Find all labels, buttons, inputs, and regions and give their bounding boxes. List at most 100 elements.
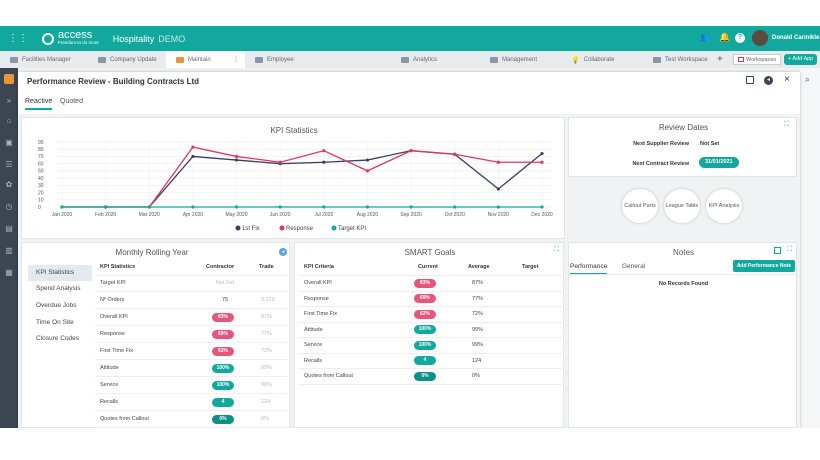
close-icon[interactable]: × <box>784 74 790 85</box>
maintain-app-icon[interactable] <box>4 74 14 84</box>
search-icon[interactable]: ⌕ <box>805 74 811 84</box>
legend-label[interactable]: Response <box>286 226 314 232</box>
data-point[interactable] <box>322 160 326 164</box>
folder-icon <box>255 56 263 63</box>
modal-body: KPI Statistics 0 10 20 30 40 50 60 70 80 90 Jan 20… <box>18 114 800 428</box>
data-point[interactable] <box>365 158 370 162</box>
data-point[interactable] <box>322 205 326 209</box>
apps-grid-icon[interactable]: ⋮⋮ <box>8 33 28 44</box>
data-point[interactable] <box>540 160 544 164</box>
data-point[interactable] <box>540 151 544 156</box>
help-icon[interactable]: ? <box>735 33 745 43</box>
data-point[interactable] <box>365 205 370 209</box>
data-point[interactable] <box>191 145 195 149</box>
tab-menu-icon[interactable]: ⋮ <box>233 57 239 63</box>
data-point[interactable] <box>104 205 108 209</box>
x-tick-label: May 2020 <box>226 212 248 218</box>
data-point[interactable] <box>496 187 500 191</box>
users-icon[interactable]: ☰ <box>5 160 13 169</box>
row-label: Quotes from Callout <box>304 373 353 380</box>
callout-parts-button[interactable]: Callout Parts <box>622 189 658 223</box>
save-icon[interactable] <box>746 76 754 84</box>
tab-reactive[interactable]: Reactive <box>25 98 53 110</box>
tab-facilities-manager[interactable]: Facilities Manager <box>0 51 88 68</box>
nav-kpi-statistics[interactable]: KPI Statistics <box>28 265 92 281</box>
tab-collaborate[interactable]: 💡 Collaborate <box>561 51 643 68</box>
expand-icon[interactable]: ⛶ <box>554 246 559 253</box>
reports-icon[interactable]: ▦ <box>5 268 13 277</box>
history-icon[interactable]: ◷ <box>5 202 13 211</box>
smart-goals-title: SMART Goals <box>404 248 456 257</box>
tab-label: Test Workspace <box>665 56 708 63</box>
user-name[interactable]: Donald Carmikle <box>772 35 820 41</box>
data-point[interactable] <box>234 205 239 209</box>
tab-general[interactable]: General <box>622 263 646 270</box>
x-tick-label: Jul 2020 <box>314 212 333 218</box>
nav-time-on-site[interactable]: Time On Site <box>36 319 74 326</box>
tab-quoted[interactable]: Quoted <box>60 98 83 105</box>
notes-divider <box>569 274 798 275</box>
header-trade: Trade <box>259 264 274 271</box>
data-point[interactable] <box>278 205 282 209</box>
tab-label: Maintain <box>188 56 211 63</box>
nav-spend-analysis[interactable]: Spend Analysis <box>36 285 81 292</box>
info-icon[interactable]: ◂ <box>279 248 287 256</box>
y-tick-label: 20 <box>38 190 44 196</box>
back-icon[interactable]: ◂ <box>764 76 773 85</box>
league-table-button[interactable]: League Table <box>664 189 700 223</box>
data-point[interactable] <box>191 154 195 159</box>
data-point[interactable] <box>453 205 457 209</box>
table-row: Quotes from Callout 0% 0% <box>298 369 562 385</box>
home-icon[interactable]: ⌂ <box>6 116 12 125</box>
data-point[interactable] <box>365 169 370 173</box>
expand-icon[interactable]: ⛶ <box>787 246 792 253</box>
access-logo[interactable]: access Freedom to do more <box>42 29 99 47</box>
data-point[interactable] <box>278 160 282 164</box>
legend-label[interactable]: 1st Fix <box>242 226 260 232</box>
expand-icon[interactable]: » <box>6 96 12 105</box>
people-icon[interactable]: 👥 <box>700 33 710 42</box>
settings-icon[interactable]: ✿ <box>5 180 13 189</box>
avatar[interactable] <box>752 30 768 46</box>
contractor-badge: 100% <box>212 363 234 373</box>
tab-test-workspace[interactable]: Test Workspace <box>643 51 713 68</box>
tab-employee[interactable]: Employee <box>245 51 325 68</box>
add-app-button[interactable]: + Add App <box>784 54 818 65</box>
supplier-review-label: Next Supplier Review <box>633 141 689 147</box>
add-performance-note-button[interactable]: Add Performance Note <box>732 260 795 272</box>
tab-analytics[interactable]: Analytics <box>325 51 480 68</box>
inbox-icon[interactable]: ▣ <box>5 138 13 147</box>
trade-value: 124 <box>261 399 271 406</box>
data-point[interactable] <box>496 160 500 164</box>
data-point[interactable] <box>409 205 413 209</box>
add-tab-button[interactable]: + <box>717 54 723 65</box>
kpi-analysis-button[interactable]: KPI Analysis <box>706 189 742 223</box>
data-point[interactable] <box>496 205 500 209</box>
data-point[interactable] <box>191 205 195 209</box>
data-point[interactable] <box>409 149 413 153</box>
contract-review-value[interactable]: 31/01/2021 <box>699 157 739 168</box>
tab-management[interactable]: Management <box>480 51 561 68</box>
nav-closure-codes[interactable]: Closure Codes <box>36 335 79 342</box>
docs-icon[interactable]: ▤ <box>5 224 13 233</box>
data-point[interactable] <box>453 152 457 156</box>
expand-icon[interactable]: ⛶ <box>784 121 789 128</box>
tab-company-update[interactable]: Company Update <box>88 51 166 68</box>
nav-overdue-jobs[interactable]: Overdue Jobs <box>36 302 77 309</box>
bell-icon[interactable]: 🔔 <box>719 32 731 42</box>
brand-tagline: Freedom to do more <box>58 39 99 45</box>
data-point[interactable] <box>322 149 326 153</box>
data-point[interactable] <box>60 205 64 209</box>
tab-maintain[interactable]: Maintain ⋮ <box>166 51 245 68</box>
data-point[interactable] <box>147 205 151 209</box>
workspaces-button[interactable]: Workspaces <box>733 54 782 65</box>
contractor-badge: 62% <box>212 346 234 356</box>
chart-icon[interactable]: ▥ <box>5 246 13 255</box>
legend-label[interactable]: Target KPI <box>338 226 366 232</box>
data-point[interactable] <box>540 205 544 209</box>
data-point[interactable] <box>234 158 239 162</box>
row-label: Service <box>100 382 119 389</box>
contractor-badge: 4 <box>212 397 234 407</box>
save-icon[interactable] <box>774 247 781 254</box>
data-point[interactable] <box>234 154 239 159</box>
